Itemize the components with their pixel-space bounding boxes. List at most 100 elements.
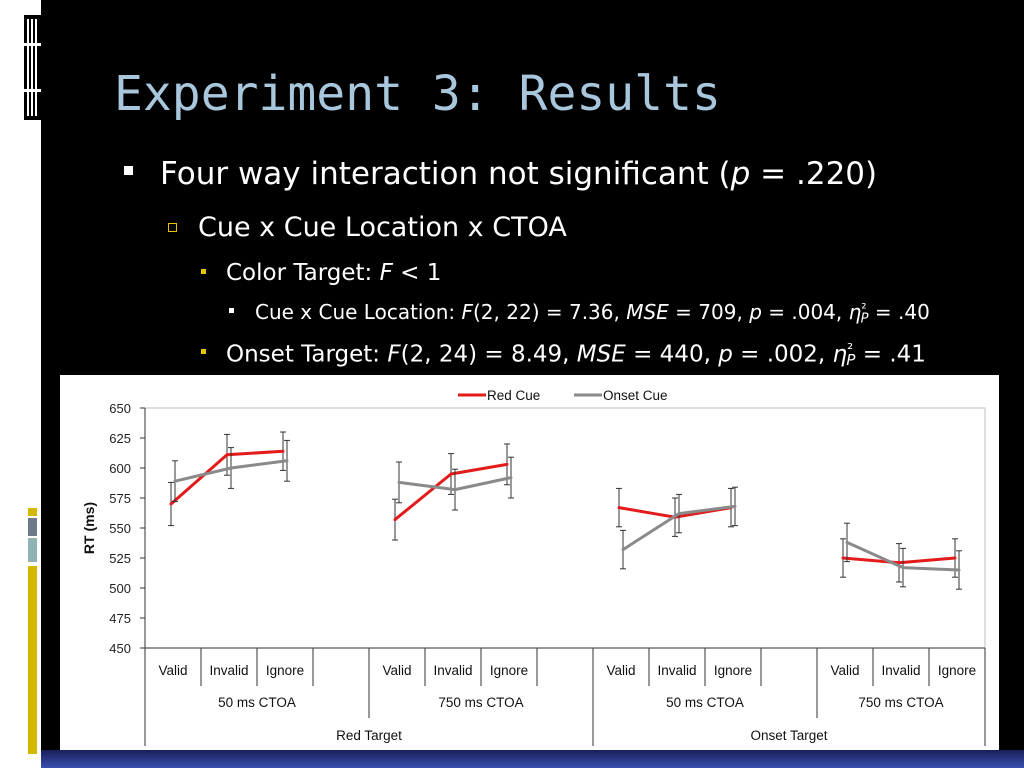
- category-label: Valid: [382, 663, 411, 678]
- bullet-text-part: Cue x Cue Location x CTOA: [198, 212, 567, 243]
- bullet-text-part: ²: [861, 301, 867, 317]
- bullet-marker: [168, 223, 177, 232]
- bullet-text-part: Cue x Cue Location:: [255, 300, 462, 324]
- y-tick-label: 575: [109, 491, 131, 506]
- bullet-text-part: η: [832, 341, 848, 368]
- bullet-text-part: η: [848, 300, 862, 324]
- data-point: [897, 561, 901, 565]
- data-point: [169, 502, 173, 506]
- data-point: [173, 479, 177, 483]
- bullet-marker: [201, 269, 206, 274]
- bullet-text-part: P: [860, 311, 869, 327]
- film-strip-icon: [24, 15, 41, 120]
- data-point: [393, 518, 397, 522]
- bullet-level4-3: Cue x Cue Location: F(2, 22) = 7.36, MSE…: [229, 300, 930, 327]
- category-label: Ignore: [714, 663, 752, 678]
- data-point: [617, 506, 621, 510]
- ctoa-label: 750 ms CTOA: [438, 695, 523, 710]
- bullet-text-part: p: [718, 341, 733, 368]
- y-tick-label: 450: [109, 641, 131, 656]
- bullet-marker: [124, 166, 133, 175]
- data-point: [953, 556, 957, 560]
- data-point: [397, 480, 401, 484]
- bullet-text-part: ²: [847, 340, 854, 358]
- bullet-text-part: = .004,: [761, 300, 849, 324]
- slide-title: Experiment 3: Results: [114, 66, 721, 122]
- bullet-level2-1: Cue x Cue Location x CTOA: [168, 212, 567, 243]
- bullet-text-part: p: [749, 300, 762, 324]
- ctoa-label: 750 ms CTOA: [858, 695, 943, 710]
- bullet-text-part: (2, 24) = 8.49,: [400, 341, 577, 368]
- bullet-level1-0: Four way interaction not significant (p …: [124, 156, 878, 192]
- data-point: [901, 566, 905, 570]
- accent-bar-teal: [28, 538, 37, 562]
- bullet-text-part: Color Target:: [226, 260, 380, 286]
- bullet-text-part: F: [387, 341, 401, 368]
- legend-label: Onset Cue: [603, 388, 668, 403]
- category-label: Invalid: [881, 663, 920, 678]
- bullet-text-part: p: [730, 156, 751, 192]
- category-label: Invalid: [657, 663, 696, 678]
- accent-bar-gray: [28, 518, 37, 536]
- data-point: [505, 462, 509, 466]
- ctoa-label: 50 ms CTOA: [218, 695, 296, 710]
- data-point: [677, 512, 681, 516]
- bullet-text-part: Four way interaction not significant (: [160, 156, 731, 192]
- bullet-text-part: MSE: [626, 300, 669, 324]
- bullet-text-part: MSE: [576, 341, 626, 368]
- bullet-text-part: = 709,: [668, 300, 750, 324]
- left-decorative-strip: [0, 0, 41, 768]
- bullet-level3-2: Color Target: F < 1: [201, 260, 442, 286]
- category-label: Valid: [158, 663, 187, 678]
- category-label: Invalid: [209, 663, 248, 678]
- bullet-marker: [201, 349, 206, 354]
- data-point: [285, 459, 289, 463]
- chart-panel: 450 475 500 525 550 575 600 625 650 RT (ms) Valid I…: [60, 375, 999, 750]
- data-point: [229, 466, 233, 470]
- y-tick-label: 625: [109, 431, 131, 446]
- bullet-text-part: = .220): [750, 156, 878, 192]
- y-tick-label: 475: [109, 611, 131, 626]
- bullet-text-part: Onset Target:: [226, 341, 388, 368]
- bullet-text-part: = .40: [868, 300, 930, 324]
- bullet-text-part: = 440,: [625, 341, 719, 368]
- data-point: [509, 476, 513, 480]
- y-tick-label: 550: [109, 521, 131, 536]
- accent-bar-yellow-top: [28, 508, 37, 516]
- y-tick-label: 650: [109, 401, 131, 416]
- category-label: Ignore: [938, 663, 976, 678]
- legend-label: Red Cue: [487, 388, 540, 403]
- bullet-text-part: P: [846, 351, 856, 370]
- bullet-text-part: < 1: [392, 260, 442, 286]
- bullet-text-part: = .41: [855, 341, 926, 368]
- ctoa-label: 50 ms CTOA: [666, 695, 744, 710]
- category-label: Ignore: [490, 663, 528, 678]
- category-label: Invalid: [433, 663, 472, 678]
- data-point: [957, 568, 961, 572]
- category-label: Valid: [830, 663, 859, 678]
- bullet-level3-4: Onset Target: F(2, 24) = 8.49, MSE = 440…: [201, 340, 926, 370]
- bullet-marker: [229, 308, 234, 313]
- plot-area: [144, 407, 986, 649]
- data-point: [845, 540, 849, 544]
- target-label: Red Target: [336, 728, 402, 743]
- bullet-text-part: = .002,: [732, 341, 833, 368]
- bottom-gradient: [41, 750, 1024, 768]
- bullet-text-part: F: [379, 260, 393, 286]
- y-axis-label: RT (ms): [81, 502, 97, 554]
- y-tick-label: 525: [109, 551, 131, 566]
- bullet-text-part: (2, 22) = 7.36,: [473, 300, 627, 324]
- data-point: [281, 449, 285, 453]
- accent-bar-yellow: [28, 566, 37, 754]
- category-label: Ignore: [266, 663, 304, 678]
- bullet-text-part: F: [461, 300, 473, 324]
- data-point: [225, 453, 229, 457]
- data-point: [841, 556, 845, 560]
- target-label: Onset Target: [750, 728, 827, 743]
- data-point: [621, 548, 625, 552]
- data-point: [449, 472, 453, 476]
- category-label: Valid: [606, 663, 635, 678]
- data-point: [733, 504, 737, 508]
- y-tick-label: 600: [109, 461, 131, 476]
- rt-line-chart: 450 475 500 525 550 575 600 625 650 RT (ms) Valid I…: [81, 388, 986, 746]
